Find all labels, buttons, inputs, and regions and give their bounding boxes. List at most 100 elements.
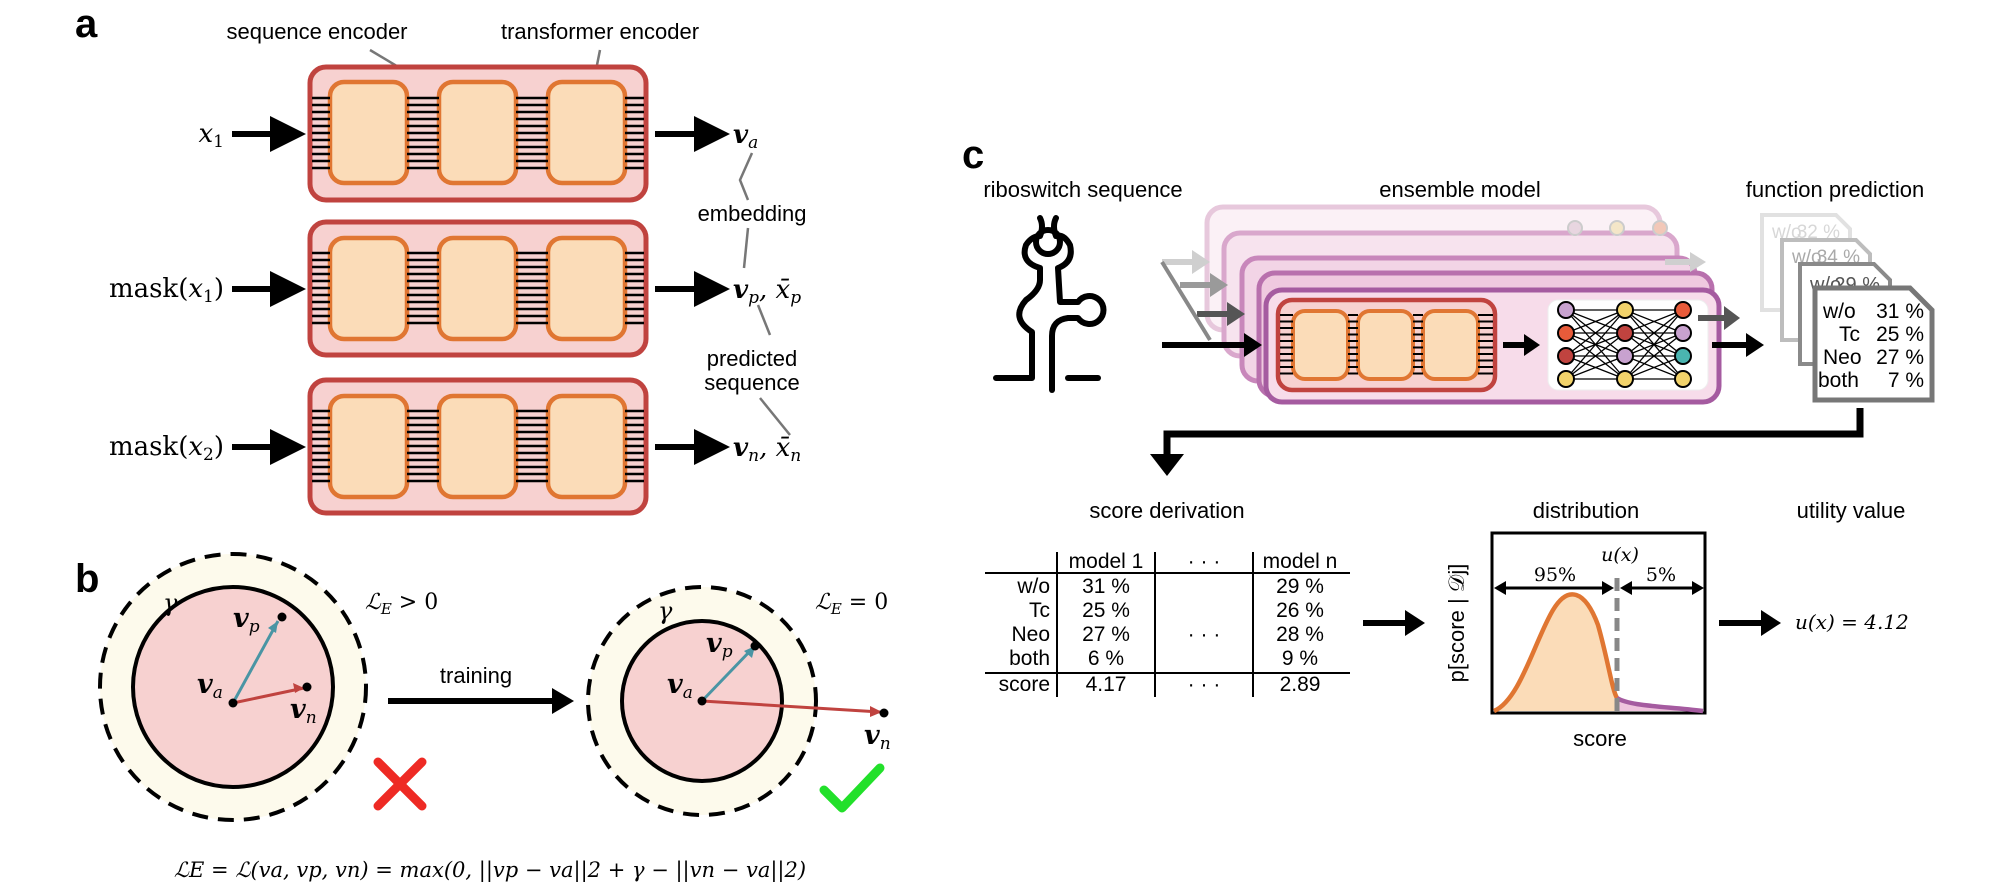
network-edge	[1624, 309, 1684, 380]
network-edge	[1565, 309, 1626, 334]
network-node	[1674, 301, 1692, 319]
network-edge	[1565, 309, 1626, 380]
loss-left: ℒE > 0	[365, 590, 438, 618]
output-va: va	[733, 120, 758, 153]
panel-a: a sequence encoder transformer encoder	[75, 2, 806, 516]
input-mask-x1: mask(x1)	[109, 274, 224, 307]
loss-right: ℒE = 0	[815, 590, 888, 618]
network-edge	[1624, 355, 1684, 380]
range-5-left-head	[1620, 581, 1632, 595]
table-cell: 6 %	[1088, 647, 1124, 670]
anchor-circle-left	[131, 585, 335, 789]
ensemble-input-branch	[1160, 260, 1212, 342]
distribution-curve-main	[1492, 592, 1620, 714]
card-3-value-0: 31 %	[1876, 300, 1924, 323]
input-mask-x2: mask(x2)	[109, 432, 224, 465]
table-header: · · ·	[1188, 550, 1221, 573]
check-icon	[819, 763, 885, 813]
label-vp-left: vp	[233, 603, 260, 637]
encoder-row-1	[307, 64, 649, 203]
return-arrowhead	[1150, 454, 1184, 476]
ghost-node	[1652, 220, 1668, 236]
transformer-block	[327, 79, 410, 186]
gamma-right: γ	[658, 597, 673, 625]
table-header: model n	[1263, 550, 1338, 573]
table-cell: Tc	[1029, 599, 1050, 622]
label-va-left: va	[197, 669, 223, 703]
distribution-plot: 95% 5% u(x) score p[score | 𝒟j]	[1444, 531, 1707, 751]
gamma-left: γ	[163, 589, 178, 617]
card-3-label-2: Neo	[1823, 346, 1862, 369]
negative-arrowhead-left	[293, 683, 304, 693]
table-header: model 1	[1069, 550, 1144, 573]
network-edge	[1624, 309, 1684, 334]
network-edge	[1565, 355, 1626, 380]
ensemble-input-arrowhead	[1227, 302, 1245, 326]
network-node	[1557, 347, 1575, 365]
label-sequence: sequence	[704, 370, 799, 395]
label-ensemble: ensemble model	[1379, 177, 1540, 202]
negative-arrow-right	[701, 699, 881, 714]
anchor-point-right	[697, 696, 707, 706]
connector-embedding-lower	[742, 227, 750, 269]
table-cell: both	[1009, 647, 1050, 670]
card-3-value-3: 7 %	[1888, 369, 1924, 392]
label-riboswitch: riboswitch sequence	[983, 177, 1182, 202]
riboswitch-icon	[993, 215, 1107, 393]
score-table: model 1 · · · model n w/o 31 % 29 %Tc 25 % 2…	[985, 550, 1350, 697]
card-3-label-1: Tc	[1839, 323, 1860, 346]
label-distribution: distribution	[1533, 498, 1639, 523]
table-cell: w/o	[1016, 575, 1050, 598]
ghost-node	[1567, 220, 1583, 236]
encoder-row-3	[307, 377, 649, 516]
network-edge	[1565, 332, 1626, 380]
prediction-card-front	[1812, 285, 1935, 403]
ghost-node	[1609, 220, 1625, 236]
transformer-block	[545, 393, 628, 500]
negative-point-right	[879, 708, 889, 718]
cross-icon	[373, 757, 427, 811]
table-cell: · · ·	[1188, 623, 1221, 646]
anchor-point-left	[228, 698, 238, 708]
panel-a-letter: a	[75, 2, 98, 46]
table-cell: 26 %	[1276, 599, 1324, 622]
training-arrowhead	[552, 688, 574, 714]
card-3-value-2: 27 %	[1876, 346, 1924, 369]
range-95-left-head	[1494, 581, 1506, 595]
network-node	[1557, 324, 1575, 342]
connector-predicted-lower	[759, 397, 791, 436]
transformer-block	[545, 235, 628, 342]
return-arrow	[1163, 408, 1864, 458]
table-cell: Neo	[1011, 623, 1050, 646]
label-vn-left: vn	[290, 694, 317, 728]
transformer-block	[436, 79, 519, 186]
label-training: training	[440, 663, 512, 688]
negative-point-left	[302, 682, 312, 692]
network-node	[1616, 301, 1634, 319]
panel-b-letter: b	[75, 557, 99, 601]
card-0-value: 32 %	[1797, 222, 1840, 243]
output-vp: vp, x̄p	[733, 275, 801, 308]
panel-b: b γ va vp vn ℒE > 0 training γ	[75, 552, 891, 883]
table-cell: 29 %	[1276, 575, 1324, 598]
card-3-value-1: 25 %	[1876, 323, 1924, 346]
network-node	[1674, 370, 1692, 388]
label-sequence-encoder: sequence encoder	[226, 19, 407, 44]
card-3-label-0: w/o	[1822, 300, 1856, 323]
table-cell: 25 %	[1082, 599, 1130, 622]
table-cell: score	[999, 673, 1050, 696]
inner-sequence-lines	[1280, 314, 1493, 375]
positive-arrow-right	[700, 647, 754, 703]
label-va-right: va	[667, 669, 693, 703]
card-3-label-3: both	[1818, 369, 1859, 392]
network-node	[1616, 324, 1634, 342]
connector-embedding	[738, 152, 754, 201]
sequence-line-group	[312, 96, 644, 483]
label-vn-right: vn	[864, 720, 891, 754]
label-5: 5%	[1646, 564, 1676, 586]
arrow-to-utility-head	[1761, 610, 1781, 636]
transformer-block	[545, 79, 628, 186]
positive-arrow-left	[231, 620, 280, 704]
ensemble-output-arrowhead	[1724, 306, 1740, 330]
